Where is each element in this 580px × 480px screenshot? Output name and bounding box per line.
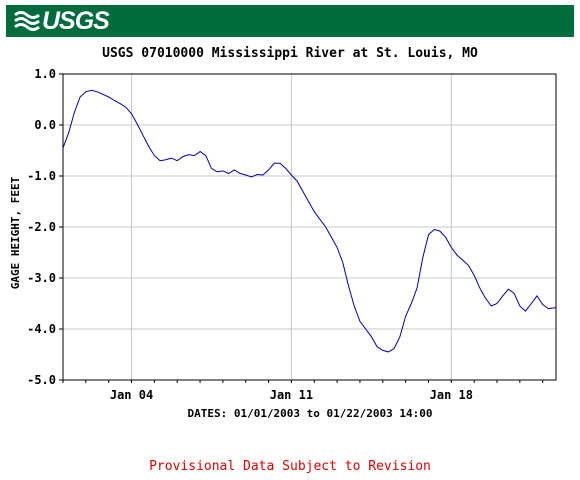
x-axis-label: DATES: 01/01/2003 to 01/22/2003 14:00: [187, 407, 432, 420]
y-tick-label: -4.0: [27, 322, 56, 336]
y-tick-label: 0.0: [34, 118, 56, 132]
usgs-wave-logo-icon: [14, 11, 40, 31]
provisional-notice: Provisional Data Subject to Revision: [149, 459, 431, 474]
y-tick-label: -1.0: [27, 169, 56, 183]
usgs-logo-text: USGS: [42, 7, 110, 35]
chart-title: USGS 07010000 Mississippi River at St. L…: [102, 46, 478, 61]
y-tick-label: -5.0: [27, 373, 56, 387]
y-tick-labels: 1.0 0.0 -1.0 -2.0 -3.0 -4.0 -5.0: [27, 67, 63, 387]
x-tick-label: Jan 18: [430, 388, 473, 402]
grid-layer: [63, 74, 556, 380]
y-axis-label: GAGE HEIGHT, FEET: [9, 176, 22, 289]
y-tick-label: -2.0: [27, 220, 56, 234]
usgs-banner: USGS: [6, 5, 574, 37]
x-tick-labels: Jan 04 Jan 11 Jan 18: [62, 380, 544, 402]
usgs-logo[interactable]: USGS: [14, 7, 110, 35]
x-tick-label: Jan 11: [270, 388, 313, 402]
y-tick-label: -3.0: [27, 271, 56, 285]
y-tick-label: 1.0: [34, 67, 56, 81]
series-line-gage-height: [62, 89, 557, 353]
x-tick-label: Jan 04: [110, 388, 153, 402]
